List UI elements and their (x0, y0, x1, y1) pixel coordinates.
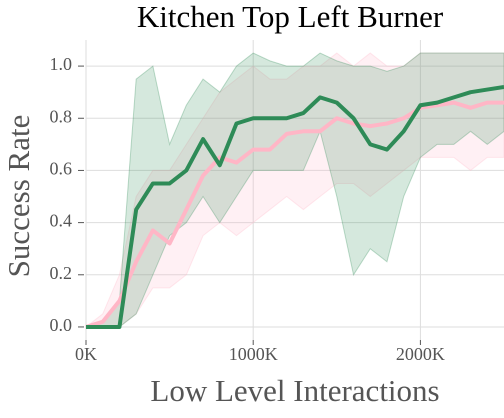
y-tick-label: 1.0 (50, 54, 73, 74)
y-tick-label: 0.6 (50, 159, 73, 179)
x-tick-label: 1000K (229, 344, 278, 364)
line (85, 100, 504, 329)
x-tick-label: 2000K (396, 344, 445, 364)
y-tick-label: 0.8 (50, 106, 73, 126)
y-tick-label: 0.2 (50, 263, 73, 283)
line (86, 84, 504, 329)
x-tick-label: 0K (75, 344, 97, 364)
chart-title: Kitchen Top Left Burner (137, 0, 444, 34)
x-axis-label: Low Level Interactions (150, 373, 439, 408)
y-tick-label: 0.0 (50, 315, 73, 335)
y-axis-label: Success Rate (1, 115, 36, 278)
y-tick-label: 0.4 (50, 211, 73, 231)
